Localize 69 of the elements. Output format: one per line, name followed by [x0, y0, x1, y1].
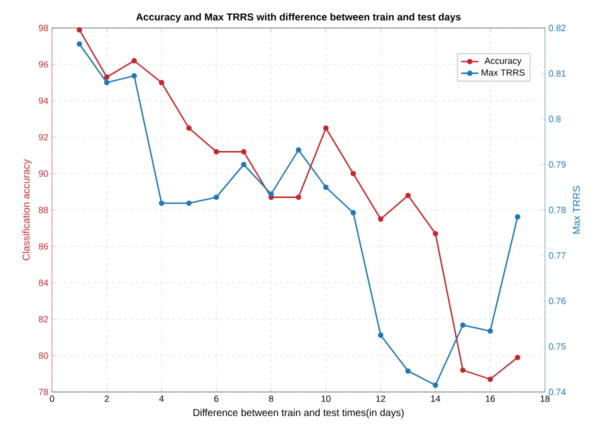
y2-tick-label: 0.82 — [548, 24, 566, 32]
x-tick-label: 16 — [486, 396, 495, 402]
y-tick-label: 86 — [38, 243, 48, 250]
point — [76, 41, 82, 47]
x-tick-label: 14 — [431, 396, 440, 402]
y2-tick-label: 0.75 — [548, 343, 566, 350]
point — [460, 322, 466, 328]
point — [378, 216, 384, 222]
x-tick-label: 0 — [50, 396, 54, 402]
legend-label: Max TRRS — [482, 69, 525, 76]
y2-tick-label: 0.74 — [548, 388, 566, 396]
point — [296, 194, 302, 200]
point — [350, 210, 356, 216]
y-tick-label: 90 — [38, 170, 48, 177]
point — [432, 230, 438, 236]
point — [323, 184, 329, 190]
y2-tick-label: 0.78 — [548, 206, 566, 214]
y2-tick-label: 0.76 — [548, 298, 566, 304]
y-tick-label: 80 — [38, 352, 48, 359]
point — [323, 125, 329, 131]
y-tick-label: 98 — [38, 24, 48, 32]
point — [241, 149, 246, 154]
point — [405, 368, 411, 374]
point — [488, 328, 493, 334]
y2-tick-label: 0.77 — [548, 252, 566, 259]
point — [186, 200, 192, 206]
legend-label: Accuracy — [484, 58, 522, 66]
x-tick-label: 12 — [376, 396, 386, 402]
point — [350, 170, 356, 176]
x-tick-label: 8 — [269, 396, 274, 402]
x-tick-label: 6 — [214, 396, 218, 402]
point — [460, 367, 466, 373]
point — [186, 125, 192, 131]
y-tick-label: 88 — [38, 206, 48, 214]
point — [378, 332, 384, 338]
x-tick-label: 2 — [104, 396, 109, 402]
y2-axis-title: Max TRRS — [572, 186, 580, 234]
point — [268, 191, 274, 197]
y2-tick-label: 0.8 — [548, 116, 561, 122]
y-tick-label: 78 — [38, 388, 48, 396]
point — [158, 200, 164, 206]
y-tick-label: 96 — [38, 61, 48, 68]
point — [432, 382, 438, 388]
point — [104, 80, 110, 86]
point — [214, 149, 220, 154]
point — [241, 162, 246, 168]
point — [405, 192, 411, 198]
x-tick-label: 10 — [322, 396, 331, 402]
chart-title: Accuracy and Max TRRS with difference between train and test days — [136, 13, 461, 22]
x-axis-title: Difference between train and test times(in days) — [194, 408, 404, 418]
y2-tick-label: 0.81 — [548, 70, 566, 77]
y2-tick-label: 0.79 — [548, 161, 566, 168]
y-axis-title: Classification accuracy — [22, 159, 32, 260]
point — [158, 80, 164, 86]
y-tick-label: 82 — [38, 316, 48, 322]
point — [514, 214, 520, 220]
x-tick-label: 4 — [159, 396, 164, 402]
y-tick-label: 92 — [38, 134, 48, 140]
point — [131, 73, 137, 78]
x-tick-label: 18 — [540, 396, 550, 402]
y-tick-label: 94 — [38, 98, 48, 104]
point — [514, 354, 520, 360]
point — [104, 74, 110, 80]
point — [296, 147, 302, 153]
point — [214, 194, 220, 200]
y-tick-label: 84 — [38, 280, 48, 286]
point — [131, 58, 137, 64]
point — [76, 27, 82, 33]
point — [488, 376, 493, 382]
